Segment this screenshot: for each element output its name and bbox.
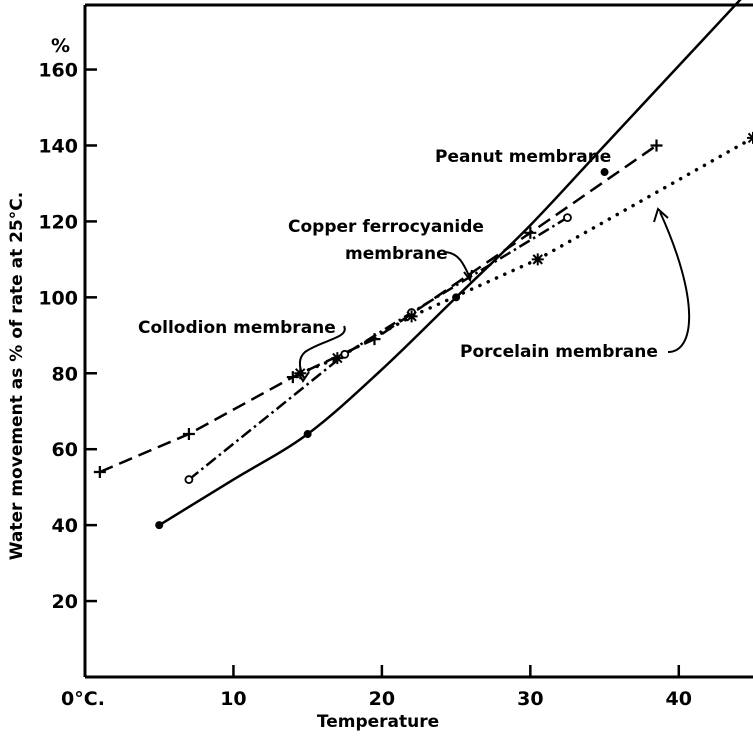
arrowhead-porcelain [653, 207, 669, 223]
data-point-peanut-membrane [303, 430, 312, 439]
y-tick-label: 40 [52, 515, 78, 537]
data-point-porcelain-membrane [531, 253, 544, 266]
series-line-porcelain-membrane [298, 136, 753, 376]
data-point-collodion-membrane [368, 333, 381, 346]
arrow-collodion [298, 325, 346, 379]
data-point-collodion-membrane [650, 139, 663, 152]
data-point-peanut-membrane [452, 293, 461, 302]
arrowhead-collodion [297, 371, 310, 383]
data-point-porcelain-membrane [405, 310, 418, 323]
annotation-peanut: Peanut membrane [435, 147, 611, 167]
y-tick-label: 60 [52, 439, 78, 461]
y-tick-label: 100 [38, 287, 78, 309]
x-tick-label: 10 [220, 688, 246, 710]
data-point-copper-ferrocyanide-membrane [563, 213, 572, 223]
ticks-group: 0°C. 10 20 30 40 20 40 60 80 100 120 140 160 [38, 60, 692, 710]
data-point-peanut-membrane [600, 168, 609, 177]
y-unit-label: % [51, 35, 70, 57]
data-point-copper-ferrocyanide-membrane [184, 475, 194, 484]
annotation-copper-line2: membrane [345, 244, 448, 264]
y-tick-label: 20 [52, 591, 78, 613]
data-point-peanut-membrane [155, 521, 164, 530]
x-tick-label: 40 [666, 688, 692, 710]
annotation-copper-line1: Copper ferrocyanide [288, 217, 484, 237]
x-tick-label: 20 [369, 688, 395, 710]
x-tick-label: 0°C. [61, 688, 105, 710]
markers-layer [93, 131, 753, 530]
data-point-porcelain-membrane [747, 131, 753, 144]
data-point-porcelain-membrane [294, 367, 307, 380]
y-axis-title: Water movement as % of rate at 25°C. [7, 192, 27, 560]
series-line-copper-ferrocyanide-membrane [188, 216, 569, 481]
y-tick-label: 140 [38, 135, 78, 157]
x-axis-title: Temperature [317, 712, 439, 732]
annotation-porcelain: Porcelain membrane [460, 342, 658, 362]
axes-group [83, 3, 753, 679]
y-tick-label: 160 [38, 60, 78, 82]
data-point-collodion-membrane [524, 226, 537, 239]
arrow-porcelain [659, 211, 691, 353]
data-point-collodion-membrane [93, 465, 106, 478]
annotations-group: Peanut membrane Copper ferrocyanide memb… [138, 147, 691, 383]
y-tick-label: 120 [38, 211, 78, 233]
series-line-collodion-membrane [99, 144, 658, 474]
x-tick-label: 30 [517, 688, 543, 710]
series-line-peanut-membrane [158, 0, 742, 527]
y-tick-label: 80 [52, 363, 78, 385]
annotation-collodion: Collodion membrane [138, 318, 336, 338]
data-point-collodion-membrane [182, 428, 195, 441]
arrowhead-copper [463, 269, 473, 283]
arrow-copper [444, 251, 471, 279]
data-point-porcelain-membrane [331, 352, 344, 365]
